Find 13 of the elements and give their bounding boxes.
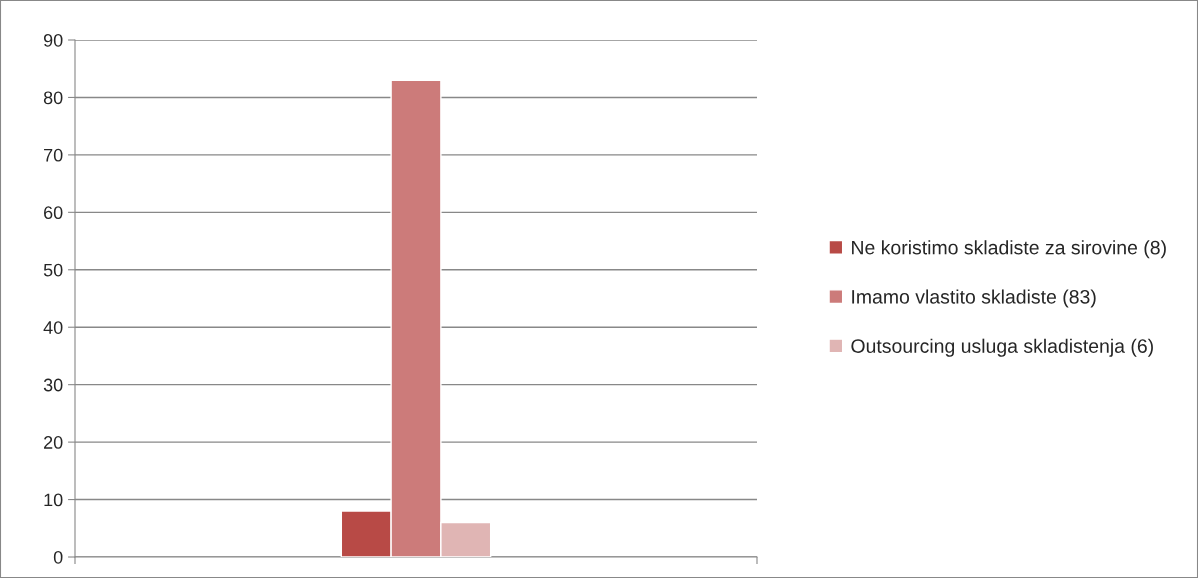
- legend-label: Outsourcing usluga skladistenja (6): [851, 338, 1153, 357]
- y-tick-label: 80: [43, 91, 63, 105]
- y-tick-label: 30: [43, 378, 63, 392]
- y-tick-label: 0: [53, 550, 63, 564]
- y-tick-label: 50: [43, 263, 63, 277]
- y-tick-label: 70: [44, 148, 63, 162]
- y-tick-label: 40: [43, 321, 63, 334]
- y-tick-label: 60: [44, 206, 63, 220]
- y-tick-label: 90: [43, 33, 63, 47]
- y-tick-label: 20: [44, 436, 63, 449]
- legend-label: Ne koristimo skladiste za sirovine (8): [852, 240, 1166, 259]
- y-tick-label: 10: [44, 493, 63, 507]
- legend-label: Imamo vlastito skladiste (83): [852, 289, 1096, 308]
